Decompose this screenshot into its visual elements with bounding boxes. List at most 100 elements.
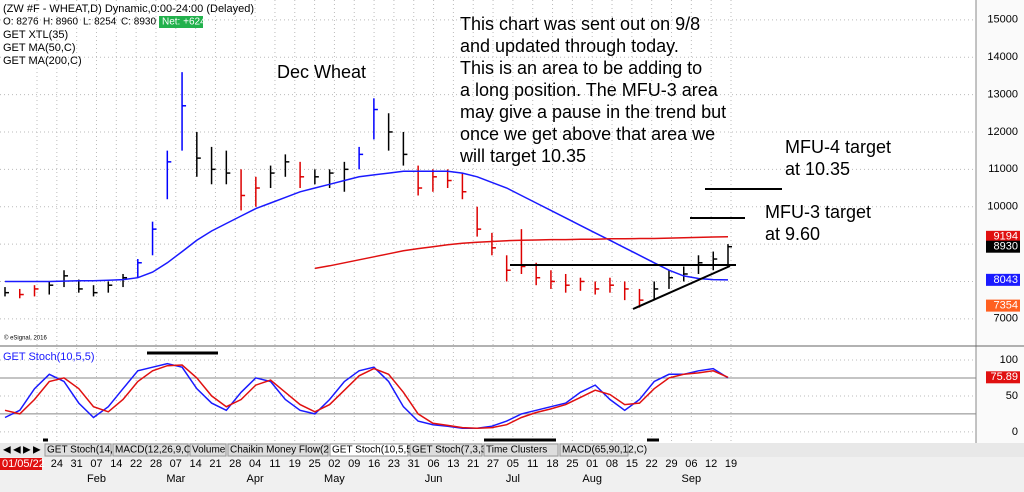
series-line	[4, 364, 729, 430]
date-bar	[0, 457, 1024, 492]
y-tick-label: 0	[1012, 426, 1018, 438]
price-marker-label: 9194	[994, 231, 1018, 243]
annotation: MFU-4 target	[785, 137, 891, 157]
x-tick-label: 28	[229, 458, 241, 470]
x-tick-label: 21	[467, 458, 479, 470]
x-tick-label: 02	[328, 458, 340, 470]
net: Net: +624	[162, 17, 206, 28]
x-tick-label: 28	[150, 458, 162, 470]
study: GET XTL(35)	[3, 29, 68, 41]
price-marker	[986, 230, 1020, 243]
series-line	[314, 236, 729, 270]
x-tick-label: 27	[487, 458, 499, 470]
price-marker	[986, 240, 1020, 253]
panel-title: GET Stoch(10,5,5)	[3, 351, 95, 363]
tab[interactable]	[409, 443, 483, 457]
annotation: at 9.60	[765, 224, 820, 244]
tab[interactable]	[112, 443, 189, 457]
month-label: Jun	[425, 473, 443, 485]
cursor-date-bg	[0, 458, 42, 470]
y-tick-label: 7000	[994, 313, 1018, 325]
month-label: Apr	[247, 473, 264, 485]
annotation: once we get above that area we	[460, 124, 715, 144]
plot: GET Stoch(14,3,3)MACD(12,26,9,C)Volume Ch…	[3, 14, 1020, 485]
x-tick-label: 15	[626, 458, 638, 470]
y-tick-label: 12000	[987, 126, 1018, 138]
y-tick-label: 10000	[987, 201, 1018, 213]
x-tick-label: 06	[427, 458, 439, 470]
legend-entry: GET MA(200,C)	[3, 55, 82, 67]
nav-arrow[interactable]: ◀	[13, 445, 21, 456]
y-tick-label: 13000	[987, 88, 1018, 100]
price-marker-label: 8930	[994, 241, 1018, 253]
tab-label[interactable]: Chaikin Money Flow(21)	[230, 445, 338, 456]
month-label: May	[324, 473, 345, 485]
x-tick-label: 05	[507, 458, 519, 470]
tab[interactable]	[44, 443, 112, 457]
x-tick-label: 24	[51, 458, 63, 470]
x-tick-label: 08	[606, 458, 618, 470]
tab-label[interactable]: Time Clusters	[486, 445, 547, 456]
tab-label[interactable]: GET Stoch(14,3,3)	[47, 445, 130, 456]
tab-label[interactable]: MACD(12,26,9,C)	[115, 445, 194, 456]
nav-arrow[interactable]: ▶	[33, 445, 41, 456]
annotation: at 10.35	[785, 159, 850, 179]
x-tick-label: 07	[170, 458, 182, 470]
month-label: Feb	[87, 473, 106, 485]
tab[interactable]	[227, 443, 329, 457]
quote: H: 8960	[43, 17, 78, 28]
price-marker-label: 7354	[994, 300, 1018, 312]
x-tick-label: 22	[130, 458, 142, 470]
x-tick-label: 11	[269, 458, 280, 470]
series-line	[4, 362, 729, 430]
cursor-date: 01/05/22	[2, 458, 45, 470]
nav-arrow[interactable]: ▶	[23, 445, 31, 456]
x-tick-label: 29	[665, 458, 677, 470]
month-label: Sep	[682, 473, 702, 485]
legend-entry: GET MA(50,C)	[3, 42, 76, 54]
annotation-title: Dec Wheat	[277, 62, 366, 82]
tab[interactable]	[483, 443, 559, 457]
x-tick-label: 14	[190, 458, 202, 470]
annotation: This is an area to be adding to	[460, 58, 702, 78]
x-tick-label: 31	[71, 458, 83, 470]
quote: C: 8930	[121, 17, 156, 28]
grid	[0, 0, 976, 443]
tab[interactable]	[329, 443, 409, 457]
tab-label[interactable]: GET Stoch(10,5,5)	[332, 445, 415, 456]
x-tick-label: 04	[249, 458, 261, 470]
x-tick-label: 19	[289, 458, 301, 470]
quote: O: 8276	[3, 17, 39, 28]
trendline	[632, 265, 731, 310]
x-tick-label: 16	[368, 458, 380, 470]
quote: L: 8254	[83, 17, 117, 28]
annotation: may give a pause in the trend but	[460, 102, 726, 122]
symbol: (ZW #F - WHEAT,D) Dynamic,0:00-24:00 (De…	[3, 3, 254, 15]
price-marker-label: 8043	[994, 274, 1018, 286]
x-tick-label: 06	[685, 458, 697, 470]
x-tick-label: 13	[447, 458, 459, 470]
net-bg	[159, 16, 203, 28]
tab[interactable]	[189, 443, 227, 457]
x-tick-label: 25	[566, 458, 578, 470]
copyright: © eSignal, 2016	[4, 335, 47, 342]
x-tick-label: 21	[209, 458, 221, 470]
annotation: a long position. The MFU-3 area	[460, 80, 719, 100]
month-label: Aug	[582, 473, 602, 485]
x-tick-label: 19	[725, 458, 737, 470]
tab-label[interactable]: Volume	[192, 445, 226, 456]
price-marker	[986, 299, 1020, 312]
tab-label[interactable]: MACD(65,90,12,C)	[562, 445, 647, 456]
price-marker	[986, 371, 1020, 384]
month-label: Mar	[166, 473, 185, 485]
nav-arrow[interactable]: ◀	[3, 445, 11, 456]
price-marker-label: 75.89	[990, 371, 1018, 383]
price-marker	[986, 273, 1020, 286]
tab[interactable]	[559, 443, 629, 457]
y-tick-label: 15000	[987, 14, 1018, 26]
price-axis-bg	[976, 0, 1024, 443]
tab-label[interactable]: GET Stoch(7,3,3)	[412, 445, 490, 456]
